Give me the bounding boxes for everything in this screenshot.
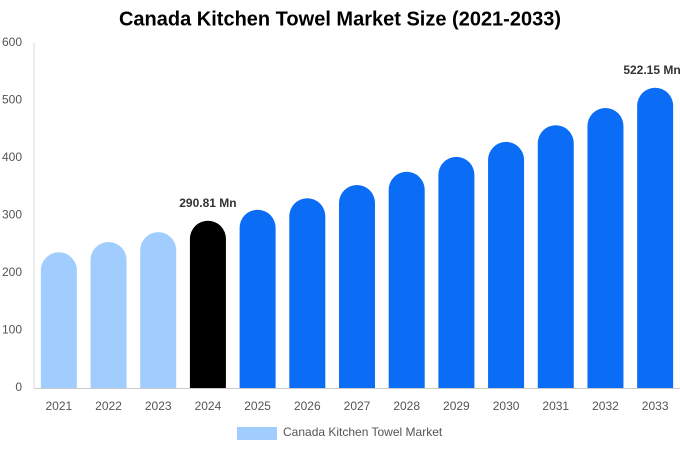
- y-tick-label: 500: [2, 93, 22, 107]
- bar: [388, 171, 425, 388]
- value-label: 522.15 Mn: [623, 63, 680, 77]
- y-tick-label: 0: [15, 380, 22, 394]
- bar: [537, 125, 574, 388]
- x-tick-label: 2033: [642, 399, 669, 413]
- bar: [90, 241, 127, 388]
- y-tick-label: 300: [2, 208, 22, 222]
- bar: [140, 232, 177, 388]
- x-tick-label: 2021: [45, 399, 72, 413]
- bar: [289, 198, 326, 388]
- legend-label: Canada Kitchen Towel Market: [283, 425, 443, 439]
- x-tick-label: 2028: [393, 399, 420, 413]
- y-tick-label: 100: [2, 323, 22, 337]
- x-tick-label: 2029: [443, 399, 470, 413]
- x-tick-label: 2030: [493, 399, 520, 413]
- x-tick-label: 2022: [95, 399, 122, 413]
- y-tick-label: 400: [2, 150, 22, 164]
- bar: [637, 87, 674, 389]
- x-tick-label: 2031: [542, 399, 569, 413]
- x-tick-label: 2032: [592, 399, 619, 413]
- bar: [339, 185, 375, 388]
- x-tick-label: 2023: [145, 399, 172, 413]
- bar: [438, 156, 475, 388]
- chart-title: Canada Kitchen Towel Market Size (2021-2…: [119, 8, 561, 30]
- y-tick-label: 200: [2, 265, 22, 279]
- legend-swatch: [237, 427, 277, 440]
- bar: [587, 107, 624, 388]
- bar: [189, 220, 226, 388]
- bar: [40, 252, 77, 388]
- bar: [488, 141, 525, 388]
- value-label: 290.81 Mn: [179, 196, 236, 210]
- x-tick-label: 2025: [244, 399, 271, 413]
- y-tick-label: 600: [2, 35, 22, 49]
- x-tick-label: 2024: [195, 399, 222, 413]
- x-tick-label: 2027: [344, 399, 371, 413]
- bar: [239, 209, 276, 388]
- x-tick-label: 2026: [294, 399, 321, 413]
